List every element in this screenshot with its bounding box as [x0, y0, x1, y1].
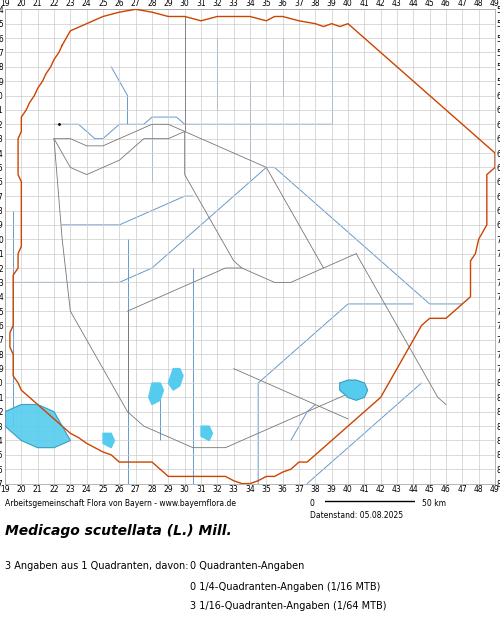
Text: 50 km: 50 km [422, 499, 446, 508]
Polygon shape [168, 369, 183, 390]
Polygon shape [201, 426, 212, 440]
Text: 3 Angaben aus 1 Quadranten, davon:: 3 Angaben aus 1 Quadranten, davon: [5, 561, 188, 571]
Polygon shape [148, 383, 164, 404]
Polygon shape [103, 433, 115, 448]
Polygon shape [340, 380, 367, 401]
Text: 0: 0 [310, 499, 315, 508]
Text: Medicago scutellata (L.) Mill.: Medicago scutellata (L.) Mill. [5, 524, 232, 538]
Text: 3 1/16-Quadranten-Angaben (1/64 MTB): 3 1/16-Quadranten-Angaben (1/64 MTB) [190, 601, 386, 611]
Polygon shape [5, 404, 70, 448]
Text: 0 1/4-Quadranten-Angaben (1/16 MTB): 0 1/4-Quadranten-Angaben (1/16 MTB) [190, 582, 380, 591]
Text: 0 Quadranten-Angaben: 0 Quadranten-Angaben [190, 561, 304, 571]
Text: Datenstand: 05.08.2025: Datenstand: 05.08.2025 [310, 512, 403, 521]
Text: Arbeitsgemeinschaft Flora von Bayern - www.bayernflora.de: Arbeitsgemeinschaft Flora von Bayern - w… [5, 499, 236, 508]
